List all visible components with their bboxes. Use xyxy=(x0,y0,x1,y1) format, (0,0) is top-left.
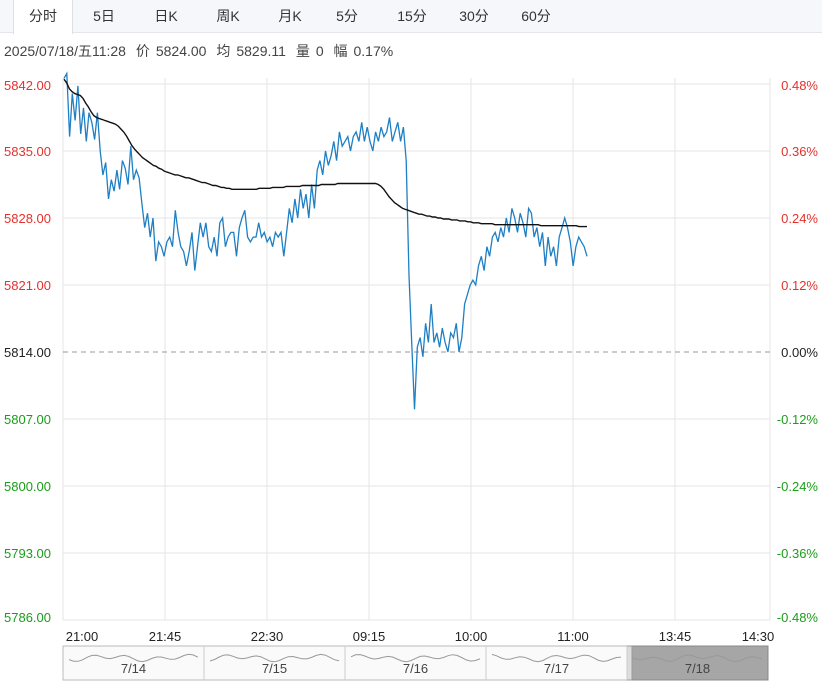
navigator-handle xyxy=(626,645,633,681)
navigator-date-label: 7/16 xyxy=(403,661,428,676)
y-tick-label: 5842.00 xyxy=(4,78,51,93)
pct-tick-label: -0.48% xyxy=(777,610,819,625)
y-tick-label: 5821.00 xyxy=(4,278,51,293)
tab-2[interactable]: 日K xyxy=(154,8,178,24)
navigator-sparkline xyxy=(350,654,481,663)
navigator-date-label: 7/18 xyxy=(685,661,710,676)
tab-4[interactable]: 月K xyxy=(278,8,302,24)
chg-label: 幅 xyxy=(333,43,348,59)
vol-label: 量 xyxy=(295,43,310,59)
date-navigator[interactable]: 7/14 7/15 7/16 7/17 7/18 xyxy=(62,645,769,681)
x-tick-label: 13:45 xyxy=(659,629,692,644)
tab-0[interactable]: 分时 xyxy=(13,0,73,34)
navigator-date-label: 7/17 xyxy=(544,661,569,676)
navigator-sparkline xyxy=(209,653,340,663)
y-tick-label: 5814.00 xyxy=(4,345,51,360)
y-tick-label: 5793.00 xyxy=(4,546,51,561)
avg-value: 5829.11 xyxy=(236,43,286,59)
tab-6[interactable]: 15分 xyxy=(397,8,427,24)
pct-tick-label: 0.48% xyxy=(781,78,818,93)
x-tick-label: 21:00 xyxy=(66,629,99,644)
price-value: 5824.00 xyxy=(155,43,207,59)
chart-grid xyxy=(62,78,771,621)
y-tick-label: 5828.00 xyxy=(4,211,51,226)
y-tick-label: 5786.00 xyxy=(4,610,51,625)
x-tick-label: 21:45 xyxy=(149,629,182,644)
x-tick-label: 22:30 xyxy=(251,629,284,644)
pct-tick-label: -0.12% xyxy=(777,412,819,427)
pct-tick-label: 0.00% xyxy=(781,345,818,360)
y-tick-label: 5800.00 xyxy=(4,479,51,494)
avg-label: 均 xyxy=(216,43,231,59)
navigator-date-label: 7/14 xyxy=(121,661,146,676)
x-tick-label: 09:15 xyxy=(353,629,386,644)
pct-tick-label: -0.36% xyxy=(777,546,819,561)
price-line xyxy=(63,71,588,410)
tab-8[interactable]: 60分 xyxy=(521,8,551,24)
pct-tick-label: 0.24% xyxy=(781,211,818,226)
tab-5[interactable]: 5分 xyxy=(336,8,358,24)
price-axis: 5842.00 5835.00 5828.00 5821.00 5814.00 5807.… xyxy=(4,78,51,625)
tab-7[interactable]: 30分 xyxy=(459,8,489,24)
y-tick-label: 5835.00 xyxy=(4,144,51,159)
price-label: 价 xyxy=(135,43,150,59)
time-axis: 21:00 21:45 22:30 09:15 10:00 11:00 13:45 14:30 xyxy=(66,629,775,644)
pct-tick-label: -0.24% xyxy=(777,479,819,494)
vol-value: 0 xyxy=(315,43,324,59)
period-tabs: 分时 5日 日K 周K 月K 5分 15分 30分 60分 xyxy=(0,0,822,34)
navigator-date-label: 7/15 xyxy=(262,661,287,676)
y-tick-label: 5807.00 xyxy=(4,412,51,427)
percent-axis: 0.48% 0.36% 0.24% 0.12% 0.00% -0.12% -0.24% -0.… xyxy=(777,78,819,625)
pct-tick-label: 0.36% xyxy=(781,144,818,159)
navigator-sparkline xyxy=(491,653,622,663)
navigator-sparkline xyxy=(632,654,763,663)
avg-line xyxy=(63,78,587,228)
series-lines xyxy=(63,71,588,410)
tab-3[interactable]: 周K xyxy=(216,8,240,24)
x-tick-label: 11:00 xyxy=(557,629,589,644)
x-tick-label: 10:00 xyxy=(455,629,488,644)
x-tick-label: 14:30 xyxy=(742,629,775,644)
tab-1[interactable]: 5日 xyxy=(93,8,115,24)
datetime: 2025/07/18/五11:28 xyxy=(4,43,126,59)
pct-tick-label: 0.12% xyxy=(781,278,818,293)
chg-value: 0.17% xyxy=(353,43,394,59)
navigator-sparkline xyxy=(68,653,199,663)
